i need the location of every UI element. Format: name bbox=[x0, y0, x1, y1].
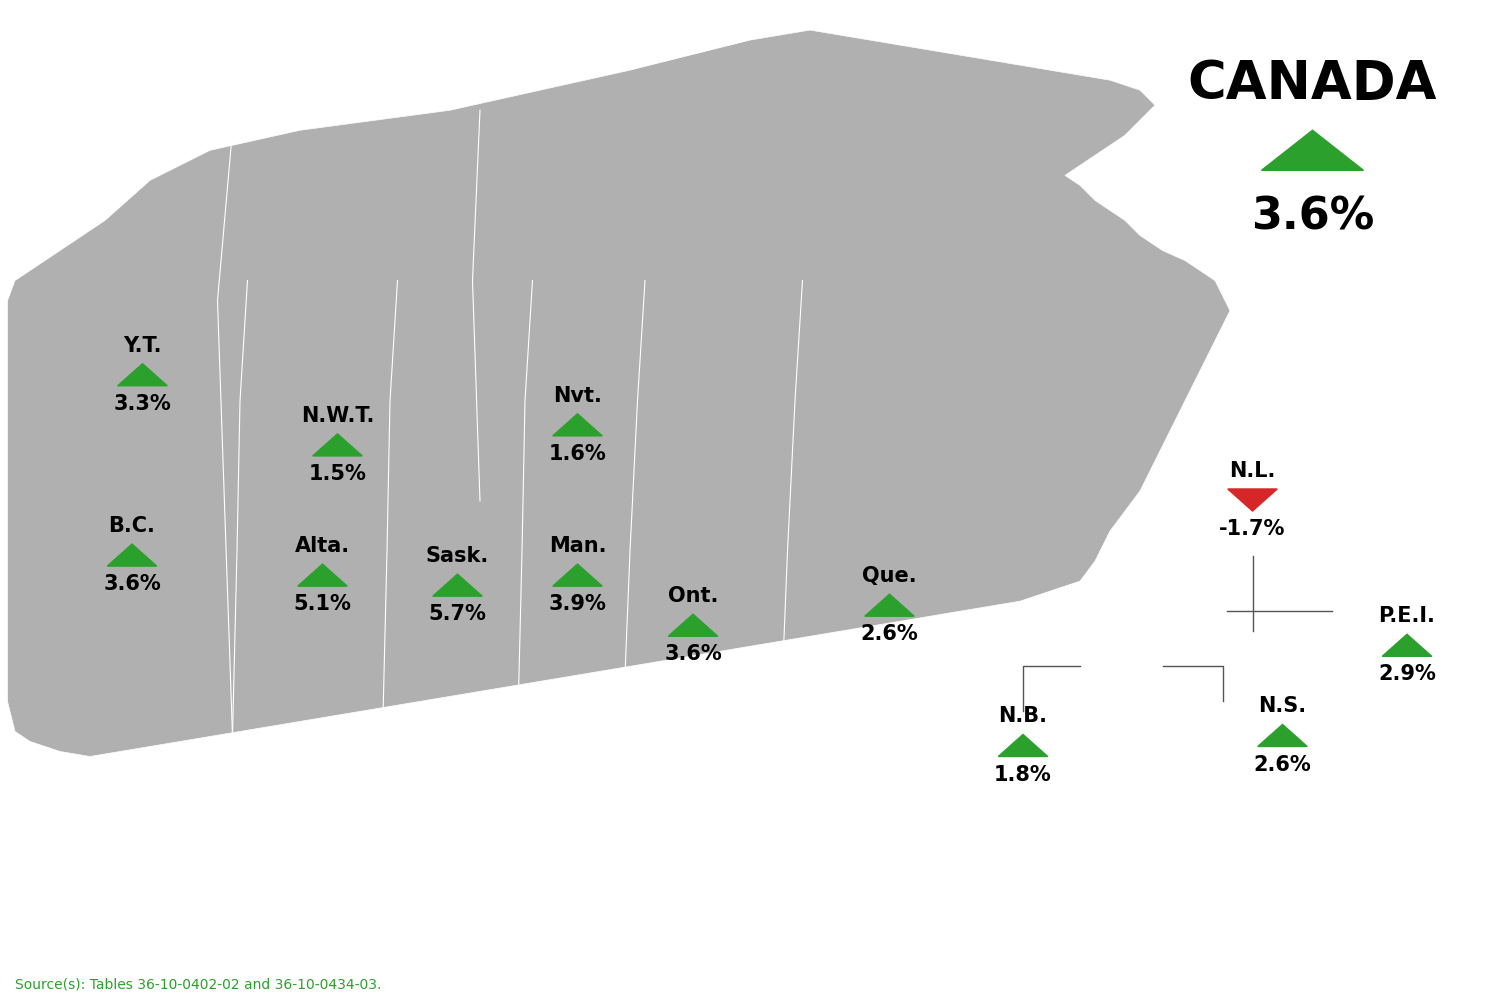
Polygon shape bbox=[108, 544, 156, 566]
Text: Alta.: Alta. bbox=[296, 536, 350, 556]
Text: Source(s): Tables 36-10-0402-02 and 36-10-0434-03.: Source(s): Tables 36-10-0402-02 and 36-1… bbox=[15, 978, 381, 992]
Polygon shape bbox=[1262, 130, 1364, 170]
Polygon shape bbox=[117, 364, 168, 386]
Polygon shape bbox=[1383, 634, 1431, 656]
Text: 5.1%: 5.1% bbox=[294, 594, 351, 614]
Text: 3.9%: 3.9% bbox=[549, 594, 606, 614]
Polygon shape bbox=[432, 574, 483, 596]
Polygon shape bbox=[864, 594, 913, 616]
Text: -1.7%: -1.7% bbox=[1220, 519, 1286, 539]
Polygon shape bbox=[297, 564, 346, 586]
Polygon shape bbox=[312, 434, 363, 456]
Text: CANADA: CANADA bbox=[1188, 58, 1437, 110]
Text: Man.: Man. bbox=[549, 536, 606, 556]
Text: Sask.: Sask. bbox=[426, 546, 489, 566]
Text: N.W.T.: N.W.T. bbox=[302, 406, 374, 426]
Text: Y.T.: Y.T. bbox=[123, 336, 162, 356]
Polygon shape bbox=[1257, 724, 1306, 746]
Text: N.L.: N.L. bbox=[1230, 461, 1275, 481]
Text: N.S.: N.S. bbox=[1258, 696, 1306, 716]
Text: 2.9%: 2.9% bbox=[1378, 664, 1436, 684]
Text: P.E.I.: P.E.I. bbox=[1378, 606, 1436, 626]
Text: Ont.: Ont. bbox=[668, 586, 718, 606]
Polygon shape bbox=[552, 564, 602, 586]
Text: 3.6%: 3.6% bbox=[664, 644, 722, 664]
Polygon shape bbox=[552, 414, 602, 436]
Polygon shape bbox=[999, 734, 1047, 757]
Text: Nvt.: Nvt. bbox=[554, 386, 602, 406]
Text: B.C.: B.C. bbox=[108, 516, 156, 536]
Text: 2.6%: 2.6% bbox=[1254, 755, 1311, 775]
Polygon shape bbox=[8, 30, 1230, 757]
Polygon shape bbox=[669, 614, 717, 636]
Text: 1.5%: 1.5% bbox=[309, 464, 366, 484]
Polygon shape bbox=[1227, 489, 1276, 511]
Text: 5.7%: 5.7% bbox=[429, 604, 486, 624]
Text: 3.6%: 3.6% bbox=[1251, 195, 1374, 238]
Text: 3.3%: 3.3% bbox=[114, 394, 171, 414]
Text: 1.6%: 1.6% bbox=[549, 444, 606, 464]
Text: N.B.: N.B. bbox=[999, 706, 1047, 726]
Text: 2.6%: 2.6% bbox=[861, 624, 918, 644]
Text: Que.: Que. bbox=[862, 566, 916, 586]
Text: 1.8%: 1.8% bbox=[994, 765, 1052, 785]
Text: 3.6%: 3.6% bbox=[104, 574, 160, 594]
